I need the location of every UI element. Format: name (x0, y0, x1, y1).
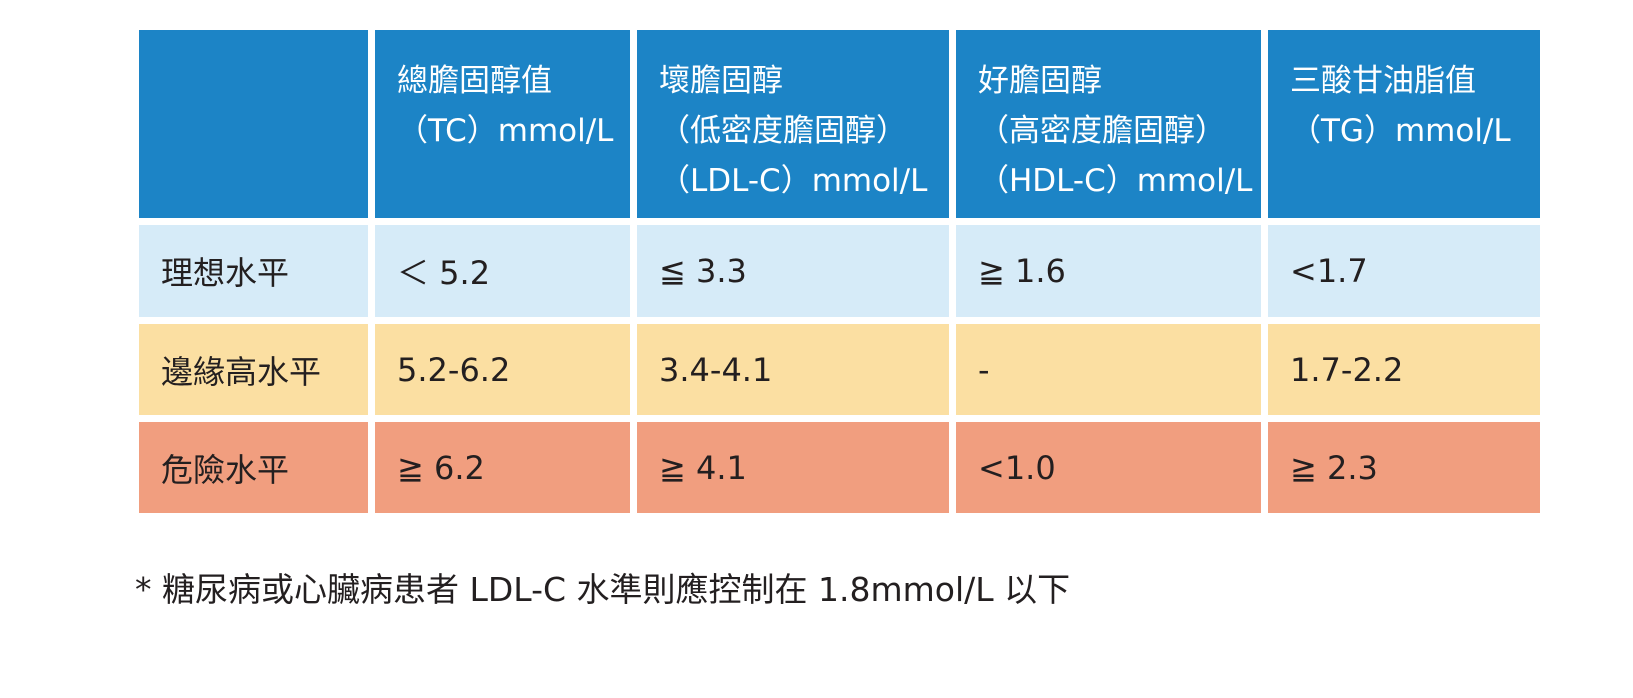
header-line: 三酸甘油脂值 (1290, 63, 1476, 99)
table-row-danger: 危險水平 ≧ 6.2 ≧ 4.1 <1.0 ≧ 2.3 (139, 422, 1540, 513)
header-line: （LDL-C）mmol/L (659, 163, 928, 199)
header-line: 好膽固醇 (978, 63, 1102, 99)
header-cell-ldl: 壞膽固醇 （低密度膽固醇） （LDL-C）mmol/L (637, 30, 949, 218)
table-cell: ≧ 6.2 (375, 422, 630, 513)
header-line: 壞膽固醇 (659, 63, 783, 99)
table-row-ideal: 理想水平 ＜ 5.2 ≦ 3.3 ≧ 1.6 <1.7 (139, 225, 1540, 317)
header-line: 總膽固醇值 (397, 63, 552, 99)
row-label: 理想水平 (139, 225, 368, 317)
row-label: 危險水平 (139, 422, 368, 513)
footnote: * 糖尿病或心臟病患者 LDL-C 水準則應控制在 1.8mmol/L 以下 (135, 570, 1071, 609)
header-line: （TG）mmol/L (1290, 113, 1511, 149)
header-cell-blank (139, 30, 368, 218)
header-cell-hdl: 好膽固醇 （高密度膽固醇） （HDL-C）mmol/L (956, 30, 1261, 218)
header-line: （TC）mmol/L (397, 113, 614, 149)
cholesterol-reference-table: 總膽固醇值 （TC）mmol/L 壞膽固醇 （低密度膽固醇） （LDL-C）mm… (132, 23, 1547, 520)
table-cell: <1.0 (956, 422, 1261, 513)
table-cell: 1.7-2.2 (1268, 324, 1540, 415)
header-line: （低密度膽固醇） (659, 113, 907, 149)
table-header-row: 總膽固醇值 （TC）mmol/L 壞膽固醇 （低密度膽固醇） （LDL-C）mm… (139, 30, 1540, 218)
header-cell-total-cholesterol: 總膽固醇值 （TC）mmol/L (375, 30, 630, 218)
table-cell: - (956, 324, 1261, 415)
table-cell: 5.2-6.2 (375, 324, 630, 415)
row-label: 邊緣高水平 (139, 324, 368, 415)
table-cell: ≦ 3.3 (637, 225, 949, 317)
table-cell: ≧ 1.6 (956, 225, 1261, 317)
table-cell: ≧ 2.3 (1268, 422, 1540, 513)
table-cell: ＜ 5.2 (375, 225, 630, 317)
table-cell: ≧ 4.1 (637, 422, 949, 513)
table-row-borderline: 邊緣高水平 5.2-6.2 3.4-4.1 - 1.7-2.2 (139, 324, 1540, 415)
table-cell: 3.4-4.1 (637, 324, 949, 415)
header-line: （HDL-C）mmol/L (978, 163, 1253, 199)
header-cell-triglyceride: 三酸甘油脂值 （TG）mmol/L (1268, 30, 1540, 218)
header-line: （高密度膽固醇） (978, 113, 1226, 149)
table-cell: <1.7 (1268, 225, 1540, 317)
